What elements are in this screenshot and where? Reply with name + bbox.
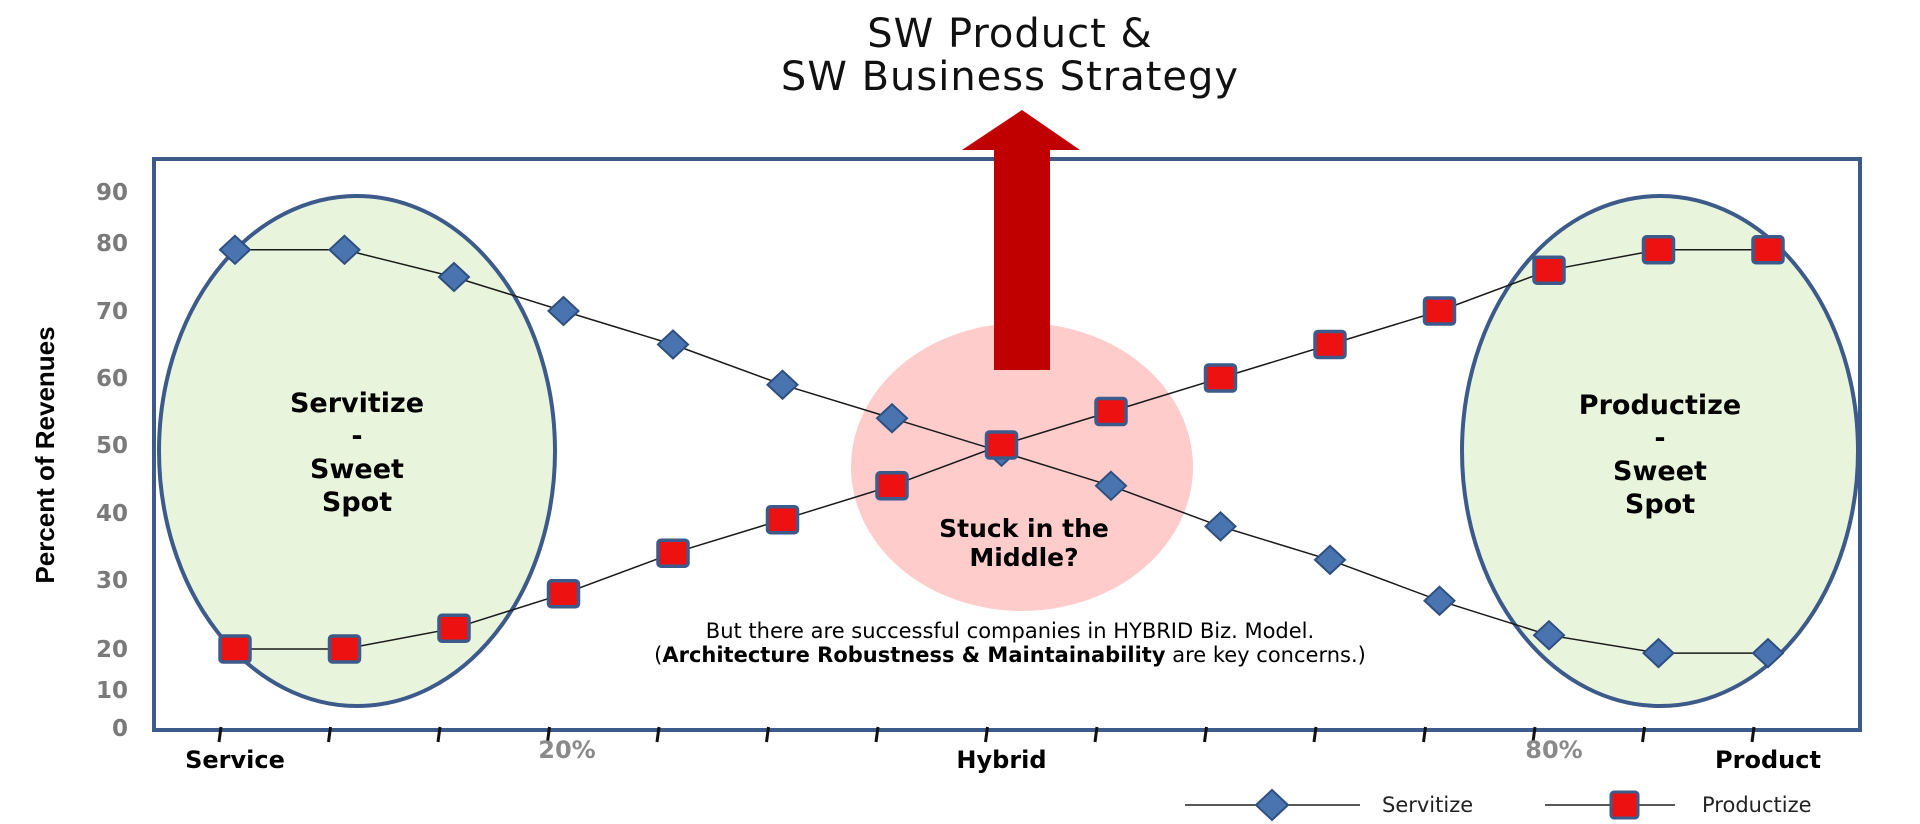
productize-point xyxy=(1094,396,1128,427)
x-tick-mark xyxy=(765,726,770,743)
y-tick-label: 40 xyxy=(96,501,128,527)
x-tick-mark xyxy=(1203,726,1208,743)
x-tick-label: Product xyxy=(1715,746,1821,774)
servitize-sweet-spot-zone xyxy=(157,194,557,708)
zone-label-line: Productize xyxy=(1579,390,1741,421)
y-axis-label: Percent of Revenues xyxy=(30,326,60,583)
zone-label-line: Spot xyxy=(1625,489,1695,520)
y-tick-label: 50 xyxy=(96,433,128,459)
x-tick-mark xyxy=(984,726,989,743)
servitize-point xyxy=(547,295,580,327)
up-arrow-icon xyxy=(962,110,1080,370)
x-tick-mark xyxy=(1641,726,1646,743)
hybrid-note-line-1: But there are successful companies in HY… xyxy=(706,619,1314,643)
note-paren: ( xyxy=(654,643,662,667)
zone-label-line: Sweet xyxy=(1613,456,1707,487)
hybrid-note-line-2: (Architecture Robustness & Maintainabili… xyxy=(654,643,1366,667)
x-tick-mark xyxy=(546,726,551,743)
zone-label-line: Servitize xyxy=(290,388,424,419)
zone-label-line: Stuck in the xyxy=(939,514,1109,543)
series-markers xyxy=(218,234,1785,669)
y-tick-label: 60 xyxy=(96,366,128,392)
x-tick-mark xyxy=(1422,726,1427,743)
productize-point xyxy=(1751,235,1785,265)
productize-point xyxy=(1532,255,1566,285)
x-tick-mark xyxy=(436,726,442,743)
x-tick-mark xyxy=(327,726,332,743)
legend: Servitize Productize xyxy=(1185,788,1812,822)
x-tick-label: 80% xyxy=(1525,736,1582,764)
servitize-point xyxy=(437,261,471,293)
zone-label-line: - xyxy=(1654,423,1665,454)
productize-point xyxy=(1422,296,1457,326)
zone-label-line: Spot xyxy=(322,487,392,518)
stuck-in-middle-zone xyxy=(851,323,1193,611)
productize-point xyxy=(437,613,471,644)
legend-square-icon xyxy=(1609,790,1640,820)
productize-point xyxy=(1313,329,1347,360)
x-tick-mark xyxy=(217,726,223,743)
y-tick-label: 0 xyxy=(112,716,128,742)
y-axis-ticks: 0 10 20 30 40 50 60 70 80 90 xyxy=(96,180,128,742)
servitize-point xyxy=(875,402,909,434)
productize-point xyxy=(984,430,1019,460)
x-tick-mark xyxy=(655,726,661,743)
servitize-point xyxy=(766,369,799,401)
productize-zone-label: Productize - Sweet Spot xyxy=(1579,390,1741,520)
productize-point xyxy=(875,471,909,501)
x-tick-mark xyxy=(874,726,880,743)
chart-title-line-1: SW Product & xyxy=(867,11,1152,57)
productize-point xyxy=(656,538,690,568)
servitize-point xyxy=(1751,637,1785,669)
x-tick-mark xyxy=(1750,726,1756,743)
y-tick-label: 10 xyxy=(96,678,128,704)
servitize-point xyxy=(1532,619,1566,651)
chart-title-line-2: SW Business Strategy xyxy=(781,54,1239,100)
servitize-point xyxy=(1094,470,1128,502)
productize-point xyxy=(218,634,252,664)
note-bold-text: Architecture Robustness & Maintainabilit… xyxy=(662,643,1165,667)
legend-label-productize: Productize xyxy=(1702,793,1812,817)
servitize-point xyxy=(1423,585,1456,617)
x-tick-label: Service xyxy=(185,746,285,774)
zone-label-line: - xyxy=(351,421,362,452)
productize-point xyxy=(327,634,362,664)
legend-diamond-icon xyxy=(1254,788,1290,822)
x-tick-mark xyxy=(1312,726,1318,743)
zone-label-line: Middle? xyxy=(969,543,1078,572)
productize-point xyxy=(1203,363,1238,393)
servitize-point xyxy=(328,234,361,266)
x-axis-ticks: Service 20% Hybrid 80% Product xyxy=(185,726,1821,774)
note-rest-text: are key concerns.) xyxy=(1166,643,1366,667)
x-tick-mark xyxy=(1093,726,1099,743)
servitize-point xyxy=(1642,637,1675,669)
productize-point xyxy=(765,504,800,535)
legend-label-servitize: Servitize xyxy=(1382,793,1473,817)
zone-label-line: Sweet xyxy=(310,454,404,485)
y-tick-label: 90 xyxy=(96,180,128,206)
x-tick-mark xyxy=(1531,726,1537,743)
servitize-point xyxy=(656,329,690,360)
stuck-in-middle-label: Stuck in the Middle? xyxy=(939,514,1109,572)
servitize-point xyxy=(1313,544,1347,576)
productize-point xyxy=(546,579,581,609)
servitize-point xyxy=(218,234,252,266)
y-tick-label: 80 xyxy=(96,231,128,257)
x-tick-label: Hybrid xyxy=(956,746,1046,774)
y-tick-label: 30 xyxy=(96,568,128,594)
servitize-point xyxy=(1204,511,1237,542)
servitize-zone-label: Servitize - Sweet Spot xyxy=(290,388,424,518)
y-tick-label: 70 xyxy=(96,299,128,325)
x-tick-label: 20% xyxy=(538,736,595,764)
productize-point xyxy=(1641,235,1676,265)
y-tick-label: 20 xyxy=(96,637,128,663)
productize-sweet-spot-zone xyxy=(1460,194,1860,708)
